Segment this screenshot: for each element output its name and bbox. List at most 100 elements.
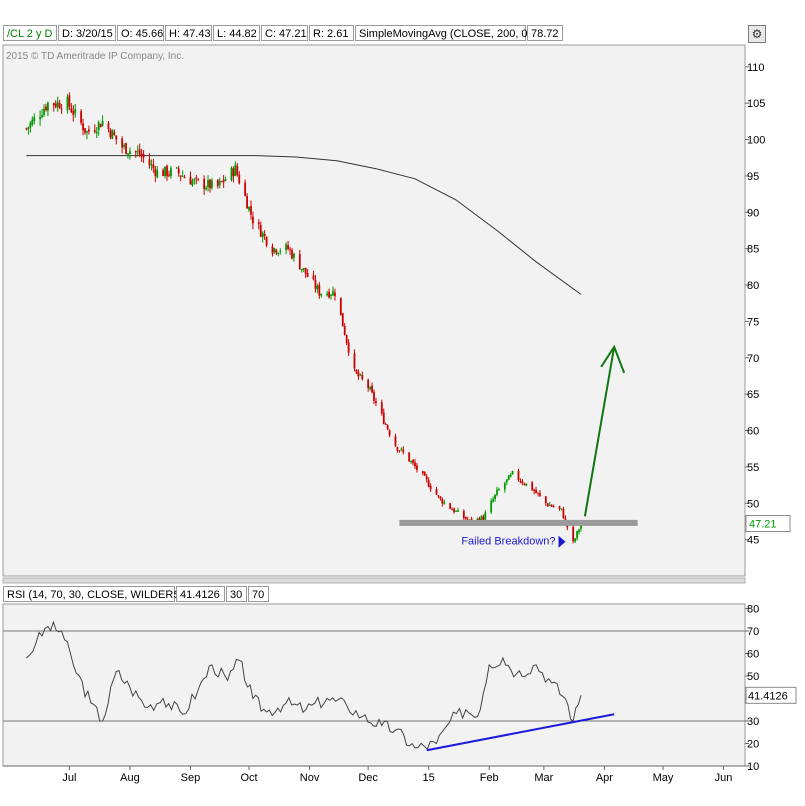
candle-body — [482, 516, 485, 521]
candle-body — [466, 519, 469, 521]
x-tick-label: Feb — [480, 772, 499, 784]
candle-body — [408, 452, 411, 462]
candle-body — [443, 502, 446, 504]
support-band — [399, 519, 638, 526]
candle-body — [80, 111, 83, 123]
price-tick-label: 65 — [747, 389, 759, 401]
rsi-tick-label: 30 — [747, 716, 759, 728]
rsi-last-value-label: 41.4126 — [748, 690, 788, 702]
candle-body — [109, 129, 112, 138]
rsi-divergence-trendline — [426, 713, 615, 752]
candle-body — [535, 489, 537, 494]
candle-body — [33, 117, 36, 122]
candle-body — [505, 479, 508, 483]
rsi-tick-label: 50 — [747, 671, 759, 683]
candle-body — [470, 518, 473, 523]
candle-body — [113, 132, 116, 136]
sma-200-line — [26, 155, 582, 295]
price-tick-label: 45 — [747, 535, 759, 547]
symbol-label[interactable]: /CL 2 y D — [3, 25, 57, 41]
candle-body — [250, 206, 252, 215]
rsi-panel — [2, 603, 746, 767]
candle-body — [537, 492, 539, 494]
candle-body — [248, 206, 250, 211]
candle-body — [306, 273, 309, 277]
price-tick-label: 50 — [747, 498, 759, 510]
x-tick-label: Dec — [358, 772, 378, 784]
candle-body — [572, 526, 575, 542]
rsi-tick-label: 40 — [747, 694, 759, 706]
candle-body — [209, 179, 211, 189]
candle-body — [357, 371, 360, 377]
candle-body — [259, 225, 262, 237]
candle-body — [220, 181, 223, 183]
study-label[interactable]: SimpleMovingAvg (CLOSE, 200, 0) — [355, 25, 531, 41]
candle-body — [416, 465, 418, 471]
candle-body — [531, 482, 534, 491]
candle-body — [509, 474, 512, 477]
candle-body — [435, 489, 438, 495]
candle-body — [68, 95, 71, 107]
candle-body — [183, 177, 186, 179]
candle-body — [341, 313, 344, 327]
candle-body — [136, 151, 139, 153]
candle-body — [414, 462, 416, 467]
candle-body — [326, 293, 329, 296]
candle-body — [429, 486, 432, 490]
candle-body — [396, 447, 399, 451]
rsi-tick-label: 80 — [747, 604, 759, 616]
price-tick-label: 105 — [747, 98, 765, 110]
candle-body — [312, 275, 315, 280]
rsi-param-overbought: 70 — [248, 586, 269, 602]
candle-body — [263, 233, 266, 236]
candle-body — [154, 168, 157, 176]
candle-body — [238, 174, 241, 184]
rsi-tick-label: 10 — [747, 761, 759, 773]
candle-body — [74, 109, 77, 114]
candle-body — [101, 120, 104, 126]
candle-body — [252, 216, 254, 224]
candle-body — [334, 292, 336, 297]
candle-body — [507, 475, 510, 481]
candle-body — [125, 143, 127, 154]
candle-body — [558, 506, 561, 509]
rsi-param-oversold: 30 — [226, 586, 247, 602]
price-tick-label: 95 — [747, 171, 759, 183]
candle-body — [519, 481, 522, 483]
chart-settings-icon[interactable]: ⚙ — [748, 25, 766, 43]
candle-body — [115, 135, 118, 140]
candle-body — [320, 293, 323, 296]
candle-body — [152, 164, 155, 169]
candle-body — [562, 508, 565, 519]
candle-body — [93, 130, 96, 132]
candle-body — [367, 379, 370, 388]
candle-body — [359, 374, 362, 376]
x-tick-label: Apr — [596, 772, 613, 784]
candle-body — [412, 460, 414, 463]
candle-body — [195, 177, 198, 179]
candle-body — [314, 279, 317, 289]
candle-body — [453, 508, 455, 513]
candle-body — [168, 174, 170, 176]
candle-body — [121, 138, 124, 148]
close-label: C: 47.21 — [261, 25, 308, 41]
candle-body — [566, 520, 569, 528]
candle-body — [230, 167, 233, 181]
candle-body — [398, 450, 401, 452]
candle-body — [41, 115, 43, 118]
candle-body — [99, 124, 102, 128]
candle-body — [498, 489, 500, 491]
candle-body — [410, 461, 412, 463]
candle-body — [244, 182, 247, 196]
candle-body — [287, 245, 289, 250]
candle-body — [291, 250, 293, 259]
candle-body — [468, 519, 471, 521]
candle-body — [265, 236, 268, 246]
candle-body — [25, 128, 28, 130]
rsi-title-label[interactable]: RSI (14, 70, 30, CLOSE, WILDERS) — [3, 586, 184, 602]
candle-body — [203, 178, 206, 190]
candle-body — [355, 369, 358, 373]
candle-body — [191, 180, 194, 186]
